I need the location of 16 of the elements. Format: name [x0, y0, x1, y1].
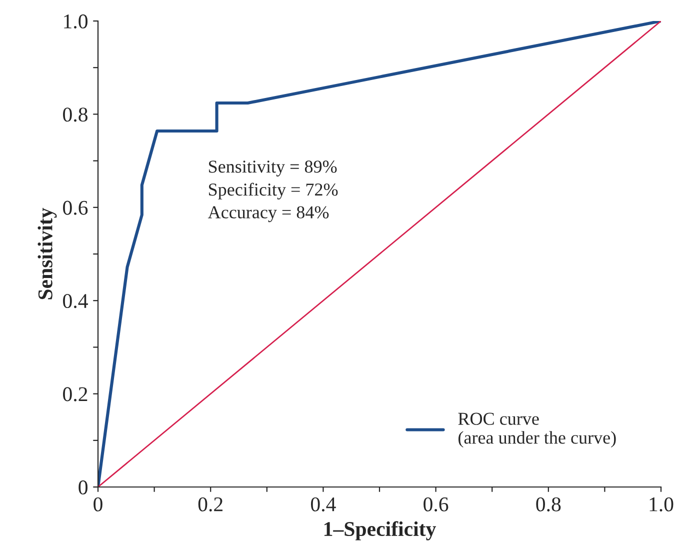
x-tick-label: 1.0	[650, 497, 674, 512]
x-tick-label: 0.8	[536, 497, 561, 512]
legend-label: ROC curve (area under the curve)	[458, 412, 616, 448]
y-tick-label: 0.8	[63, 108, 88, 122]
x-tick-label: 0.2	[198, 497, 222, 512]
x-tick-label: 0.6	[424, 497, 448, 512]
y-tick-label: 0.4	[63, 294, 88, 308]
y-tick-label: 0	[78, 480, 88, 494]
y-axis-title: Sensitivity	[38, 208, 57, 300]
x-tick-label: 0.4	[310, 497, 336, 512]
annotation: Sensitivity = 89% Specificity = 72% Accuracy = 84%	[208, 160, 338, 222]
y-tick-label: 1.0	[64, 14, 88, 29]
x-tick-label: 0	[94, 497, 102, 512]
y-tick-label: 0.2	[63, 387, 88, 402]
x-axis-title: 1–Specificity	[324, 521, 436, 540]
y-tick-label: 0.6	[63, 200, 88, 215]
